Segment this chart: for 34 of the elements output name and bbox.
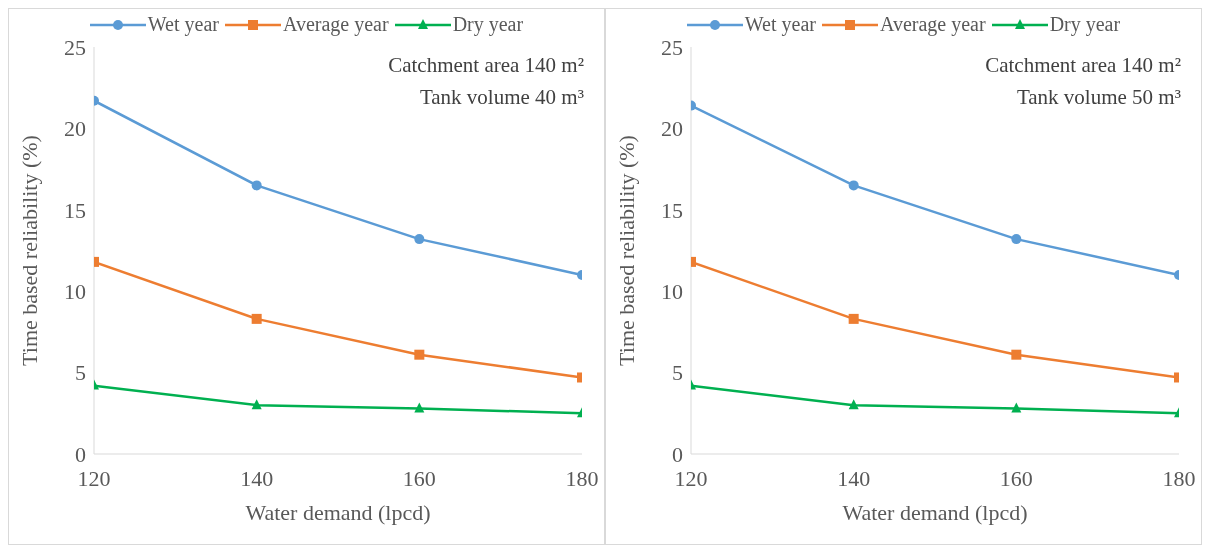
legend-label: Dry year <box>452 13 524 36</box>
x-tick-label: 180 <box>1162 465 1196 491</box>
y-tick-label: 15 <box>661 197 683 223</box>
x-tick-label: 160 <box>402 465 436 491</box>
legend-label: Dry year <box>1049 13 1121 36</box>
y-axis-title: Time based reliability (%) <box>16 135 42 366</box>
legend-label: Wet year <box>147 13 219 36</box>
annotation: Tank volume 50 m³ <box>1015 84 1181 111</box>
x-tick-label: 160 <box>999 465 1033 491</box>
legend-label: Average year <box>879 13 986 36</box>
annotation: Tank volume 40 m³ <box>418 84 584 111</box>
x-tick-label: 140 <box>837 465 871 491</box>
annotation: Catchment area 140 m² <box>388 52 584 79</box>
y-tick-label: 20 <box>661 116 683 142</box>
y-axis-title: Time based reliability (%) <box>613 135 639 366</box>
y-tick-label: 25 <box>661 34 683 60</box>
y-tick-label: 10 <box>661 279 683 305</box>
y-tick-label: 20 <box>64 116 86 142</box>
x-axis-title: Water demand (lpcd) <box>245 500 431 525</box>
x-tick-label: 120 <box>77 465 111 491</box>
y-tick-label: 15 <box>64 197 86 223</box>
y-tick-label: 25 <box>64 34 86 60</box>
legend-label: Wet year <box>744 13 816 36</box>
y-tick-label: 0 <box>75 441 86 467</box>
annotation: Catchment area 140 m² <box>985 52 1181 79</box>
y-tick-label: 5 <box>672 360 683 386</box>
x-tick-label: 180 <box>565 465 599 491</box>
legend-label: Average year <box>282 13 389 36</box>
x-tick-label: 120 <box>674 465 708 491</box>
y-tick-label: 5 <box>75 360 86 386</box>
x-axis-title: Water demand (lpcd) <box>842 500 1028 525</box>
y-tick-label: 10 <box>64 279 86 305</box>
y-tick-label: 0 <box>672 441 683 467</box>
x-tick-label: 140 <box>240 465 274 491</box>
